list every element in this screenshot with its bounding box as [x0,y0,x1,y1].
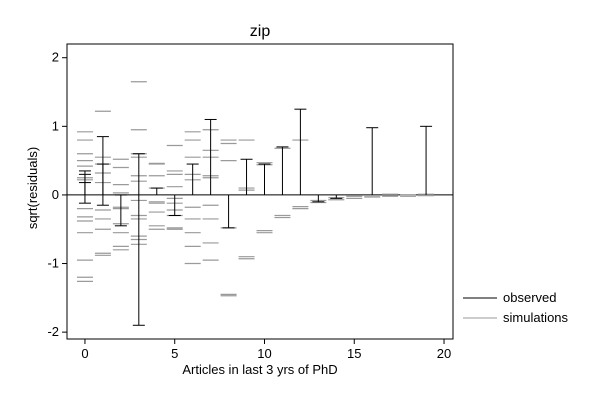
y-tick-label: -1 [47,256,59,271]
x-tick-label: 20 [437,346,451,361]
x-tick-label: 0 [81,346,88,361]
observed-series [78,108,433,326]
axes: 0 5 10 15 20 -2 -1 0 1 2 [47,50,451,361]
y-tick-label: 2 [52,50,59,65]
chart-title: zip [250,23,271,40]
x-axis-title: Articles in last 3 yrs of PhD [182,362,337,377]
x-tick-label: 5 [171,346,178,361]
legend: observed simulations [463,290,569,325]
legend-label-observed: observed [503,290,556,305]
simulations-series [76,81,435,297]
plot-area [66,43,454,340]
legend-label-simulations: simulations [503,310,569,325]
y-tick-label: 1 [52,118,59,133]
x-tick-label: 10 [257,346,271,361]
x-tick-label: 15 [347,346,361,361]
y-tick-label: 0 [52,187,59,202]
y-tick-label: -2 [47,324,59,339]
plot-border [66,43,454,340]
y-axis-title: sqrt(residuals) [25,147,40,229]
